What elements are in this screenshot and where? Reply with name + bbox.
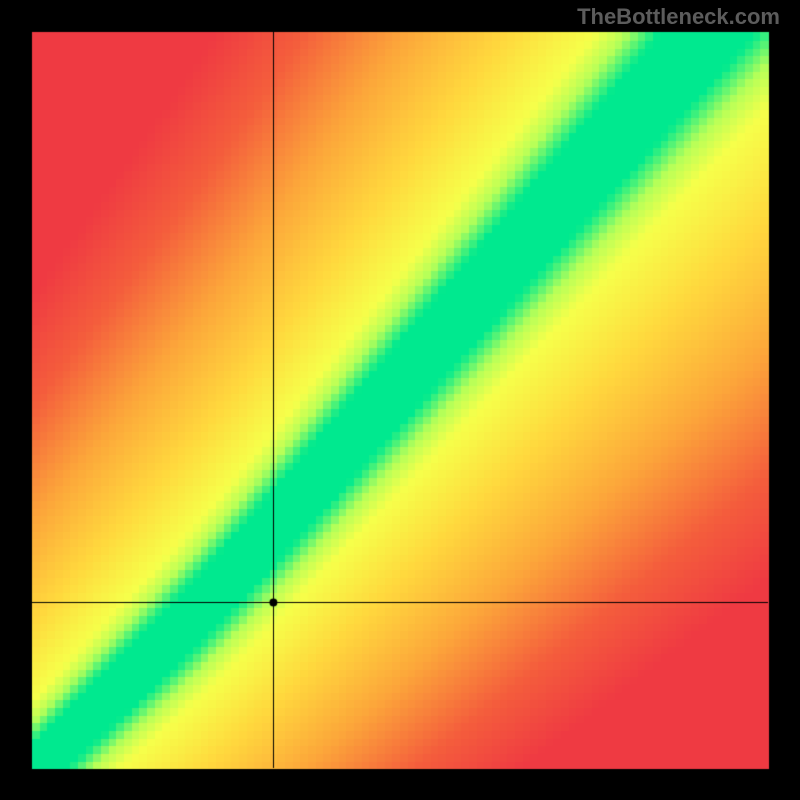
bottleneck-heatmap: [0, 0, 800, 800]
watermark-text: TheBottleneck.com: [577, 4, 780, 30]
chart-container: TheBottleneck.com: [0, 0, 800, 800]
